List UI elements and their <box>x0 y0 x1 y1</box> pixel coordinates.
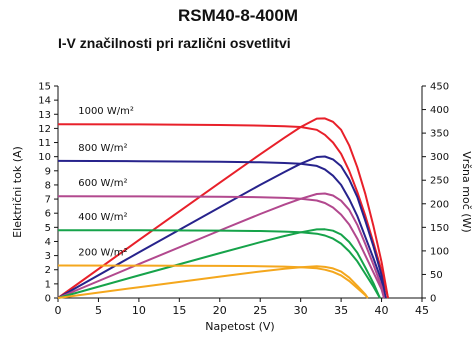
y-right-tick-label: 0 <box>430 294 436 305</box>
y-left-tick-label: 11 <box>38 138 51 149</box>
series-label-200: 200 W/m² <box>78 247 127 258</box>
y-right-tick-label: 400 <box>430 105 449 116</box>
y-left-tick-label: 7 <box>45 195 51 206</box>
x-tick-label: 25 <box>253 304 267 317</box>
x-tick-label: 10 <box>132 304 146 317</box>
y-left-tick-label: 8 <box>45 180 51 191</box>
iv-curve-600 <box>57 195 385 299</box>
y-right-tick-label: 50 <box>430 270 443 281</box>
y-left-tick-label: 10 <box>38 152 51 163</box>
x-axis-label: Napetost (V) <box>205 320 274 333</box>
pv-curve-200 <box>57 265 369 299</box>
y-right-tick-label: 200 <box>430 199 449 210</box>
x-tick-label: 40 <box>375 304 389 317</box>
pv-curve-600 <box>57 192 385 299</box>
y-axis-left-label: Električni tok (A) <box>11 146 24 238</box>
y-right-tick-label: 100 <box>430 246 449 257</box>
series-label-400: 400 W/m² <box>78 212 127 223</box>
chart-title: RSM40-8-400M <box>178 6 298 25</box>
y-right-tick-label: 350 <box>430 129 449 140</box>
y-left-tick-label: 2 <box>45 265 51 276</box>
iv-curve-400 <box>57 229 381 299</box>
y-left-tick-label: 13 <box>38 110 51 121</box>
pv-curve-1000 <box>57 117 389 299</box>
y-left-tick-label: 3 <box>45 251 51 262</box>
plot-area: 1000 W/m² 800 W/m² 600 W/m² 400 W/m² 200 W/m… <box>57 106 389 299</box>
y-right-tick-label: 450 <box>430 82 449 93</box>
y-right-tick-label: 250 <box>430 176 449 187</box>
axes-group: 0 5 10 15 20 25 30 35 40 450123456789101112131415… <box>38 82 449 318</box>
series-label-800: 800 W/m² <box>78 143 127 154</box>
x-tick-label: 20 <box>213 304 227 317</box>
x-tick-label: 15 <box>172 304 186 317</box>
x-tick-label: 35 <box>334 304 348 317</box>
x-tick-label: 45 <box>415 304 429 317</box>
y-left-tick-label: 6 <box>45 209 51 220</box>
y-right-tick-label: 300 <box>430 152 449 163</box>
y-left-tick-label: 0 <box>45 294 51 305</box>
y-right-tick-label: 150 <box>430 223 449 234</box>
y-left-tick-label: 9 <box>45 166 51 177</box>
y-left-tick-label: 4 <box>45 237 51 248</box>
series-label-1000: 1000 W/m² <box>78 106 134 117</box>
iv-curve-200 <box>57 264 369 299</box>
chart-subtitle: I-V značilnosti pri različni osvetlitvi <box>58 35 291 51</box>
pv-curve-400 <box>57 228 381 299</box>
y-left-tick-label: 14 <box>38 96 51 107</box>
y-axis-right-label: Vršna moč (W) <box>460 151 473 232</box>
iv-curve-800 <box>57 159 387 299</box>
x-tick-label: 0 <box>55 304 62 317</box>
y-left-tick-label: 12 <box>38 124 51 135</box>
series-label-600: 600 W/m² <box>78 178 127 189</box>
y-left-tick-label: 15 <box>38 82 51 93</box>
iv-curve-1000 <box>57 123 389 299</box>
y-left-tick-label: 5 <box>45 223 51 234</box>
x-tick-label: 30 <box>294 304 308 317</box>
x-tick-label: 5 <box>95 304 102 317</box>
y-left-tick-label: 1 <box>45 279 51 290</box>
